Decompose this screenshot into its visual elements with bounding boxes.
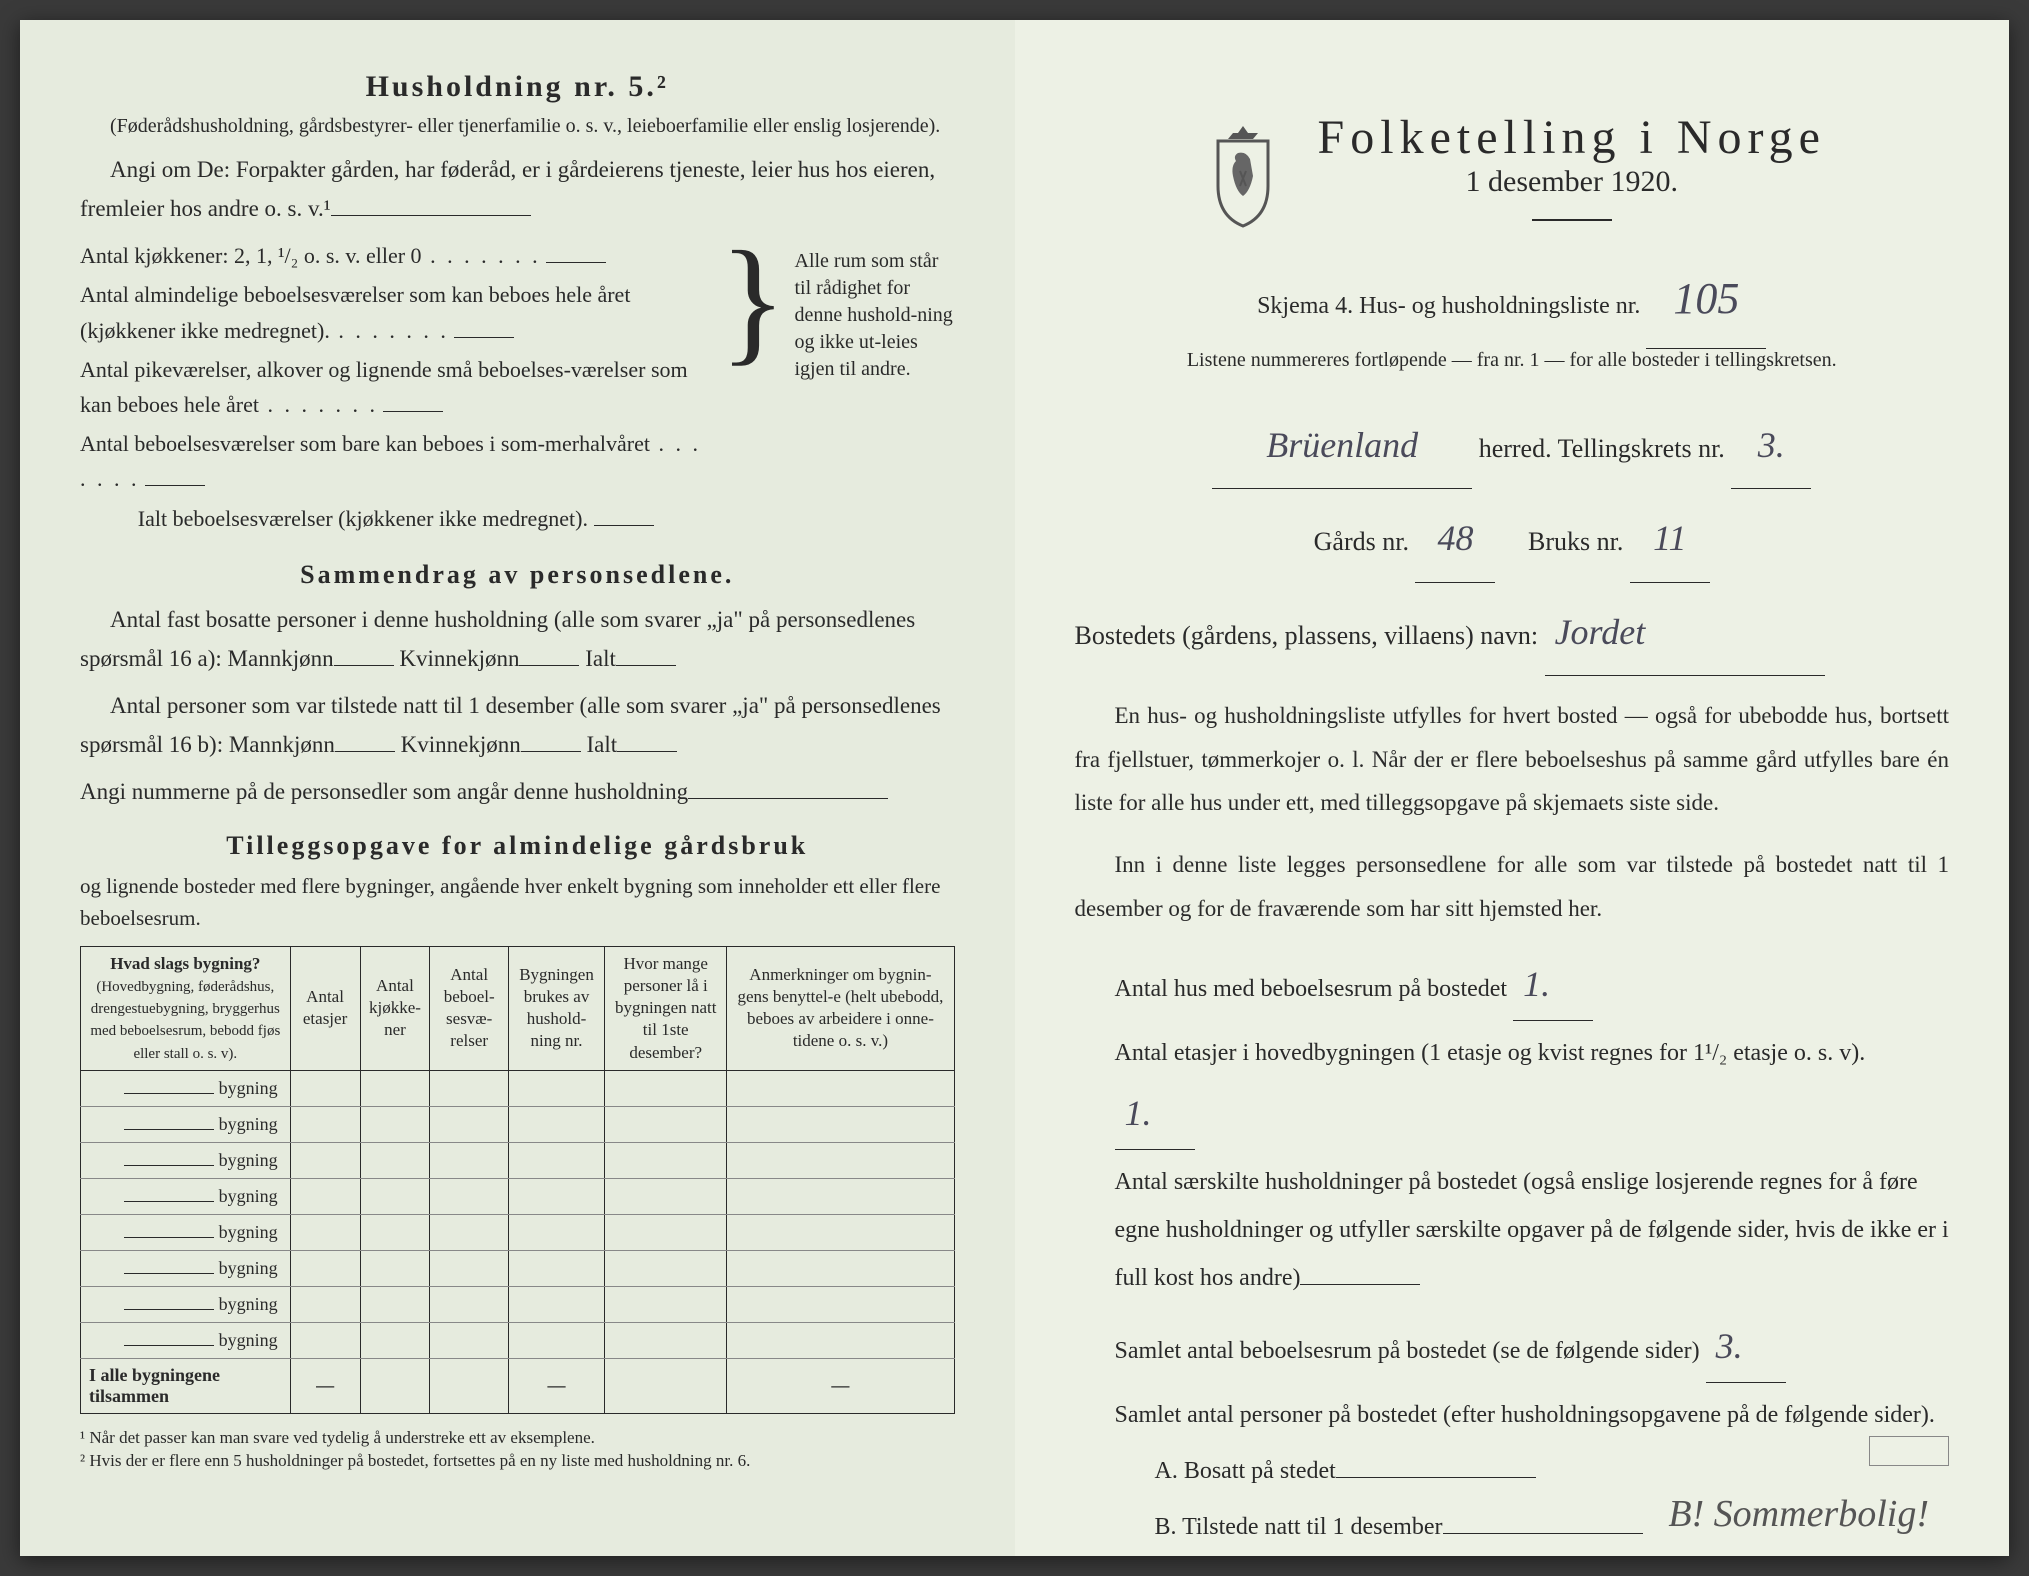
summary-heading: Sammendrag av personsedlene. [80, 560, 955, 590]
table-row: bygning [81, 1142, 955, 1178]
right-page: Folketelling i Norge 1 desember 1920. Sk… [1015, 20, 2010, 1556]
col-2: Antal etasjer [290, 947, 360, 1070]
printer-stamp [1869, 1436, 1949, 1466]
liste-nr-value: 105 [1646, 251, 1766, 349]
note-2: Angi om De: Forpakter gården, har føderå… [80, 150, 955, 228]
herred-row: Brüenland herred. Tellingskrets nr. 3. [1075, 402, 1950, 489]
rooms-line-1: Antal almindelige beboelsesværelser som … [80, 277, 711, 347]
rooms-total: Ialt beboelsesværelser (kjøkkener ikke m… [80, 501, 711, 536]
rooms-block: Antal kjøkkener: 2, 1, ¹/₂ o. s. v. elle… [80, 238, 955, 540]
instruction-text: Listene nummereres fortløpende — fra nr.… [1075, 349, 1950, 372]
summary-line-3: Angi nummerne på de personsedler som ang… [80, 772, 955, 811]
date-subtitle: 1 desember 1920. [1318, 165, 1826, 199]
table-row: bygning [81, 1106, 955, 1142]
footnote-1: ¹ Når det passer kan man svare ved tydel… [80, 1426, 955, 1450]
left-page: Husholdning nr. 5.² (Føderådshusholdning… [20, 20, 1015, 1556]
table-footer-row: I alle bygningene tilsammen — — — [81, 1358, 955, 1413]
table-row: bygning [81, 1322, 955, 1358]
table-row: bygning [81, 1214, 955, 1250]
bosted-value: Jordet [1545, 589, 1825, 676]
rooms-line-3: Antal beboelsesværelser som bare kan beb… [80, 426, 711, 496]
rooms-line-2: Antal pikeværelser, alkover og lignende … [80, 352, 711, 422]
gard-nr-value: 48 [1415, 495, 1495, 582]
krets-value: 3. [1731, 402, 1811, 489]
q4-value: 3. [1706, 1310, 1786, 1383]
household-heading: Husholdning nr. 5.² [80, 70, 955, 104]
summary-line-2: Antal personer som var tilstede natt til… [80, 686, 955, 764]
brace-side-text: Alle rum som står til rådighet for denne… [795, 238, 955, 540]
footnotes: ¹ Når det passer kan man svare ved tydel… [80, 1426, 955, 1474]
col-5: Bygningen brukes av hushold-ning nr. [508, 947, 604, 1070]
table-row: bygning [81, 1250, 955, 1286]
note-1: (Føderådshusholdning, gårdsbestyrer- ell… [80, 112, 955, 140]
col-7: Anmerkninger om bygnin-gens benyttel-e (… [727, 947, 954, 1070]
q2-value: 1. [1115, 1077, 1195, 1150]
tillegg-heading: Tilleggsopgave for almindelige gårdsbruk [80, 831, 955, 861]
title-block: Folketelling i Norge 1 desember 1920. [1075, 110, 1950, 241]
herred-value: Brüenland [1212, 402, 1472, 489]
summary-line-1: Antal fast bosatte personer i denne hush… [80, 600, 955, 678]
table-row: bygning [81, 1286, 955, 1322]
q3-line: Antal særskilte husholdninger på bostede… [1115, 1158, 1950, 1302]
tillegg-desc: og lignende bosteder med flere bygninger… [80, 871, 955, 934]
table-row: bygning [81, 1178, 955, 1214]
kitchens-line: Antal kjøkkener: 2, 1, ¹/₂ o. s. v. elle… [80, 238, 711, 273]
gard-row: Gårds nr. 48 Bruks nr. 11 [1075, 495, 1950, 582]
bruk-nr-value: 11 [1630, 495, 1710, 582]
handwritten-note: B! Sommerbolig! [1668, 1492, 1929, 1536]
col-6: Hvor mange personer lå i bygningen natt … [605, 947, 727, 1070]
title-rule [1532, 219, 1612, 221]
brace-icon: } [711, 238, 794, 540]
footnote-2: ² Hvis der er flere enn 5 husholdninger … [80, 1449, 955, 1473]
q1-value: 1. [1513, 948, 1593, 1021]
paragraph-1: En hus- og husholdningsliste utfylles fo… [1075, 694, 1950, 825]
table-body: bygning bygning bygning bygning bygning … [81, 1070, 955, 1413]
census-document: Husholdning nr. 5.² (Føderådshusholdning… [20, 20, 2009, 1556]
col-3: Antal kjøkke-ner [360, 947, 430, 1070]
paragraph-2: Inn i denne liste legges personsedlene f… [1075, 843, 1950, 930]
qA-line: A. Bosatt på stedet [1155, 1447, 1950, 1495]
building-table: Hvad slags bygning?(Hovedbygning, føderå… [80, 946, 955, 1413]
q1-line: Antal hus med beboelsesrum på bostedet 1… [1115, 948, 1950, 1021]
skjema-line: Skjema 4. Hus- og husholdningsliste nr. … [1075, 251, 1950, 349]
q4-line: Samlet antal beboelsesrum på bostedet (s… [1115, 1310, 1950, 1383]
q5-line: Samlet antal personer på bostedet (efter… [1115, 1391, 1950, 1439]
col-1: Hvad slags bygning?(Hovedbygning, føderå… [81, 947, 291, 1070]
coat-of-arms-icon [1198, 121, 1288, 231]
table-row: bygning [81, 1070, 955, 1106]
col-4: Antal beboel-sesvæ-relser [430, 947, 509, 1070]
main-title: Folketelling i Norge [1318, 110, 1826, 165]
bosted-row: Bostedets (gårdens, plassens, villaens) … [1075, 589, 1950, 676]
q2-line: Antal etasjer i hovedbygningen (1 etasje… [1115, 1029, 1950, 1150]
